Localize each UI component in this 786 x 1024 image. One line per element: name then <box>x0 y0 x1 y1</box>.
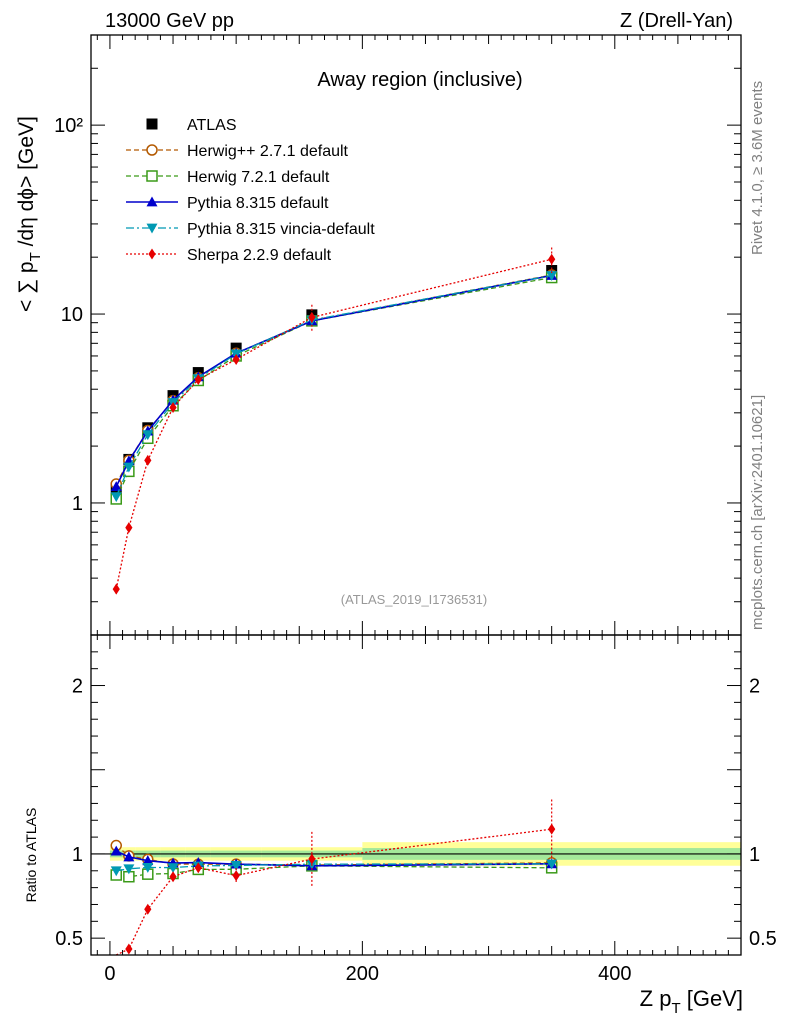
series-line-main <box>115 274 552 497</box>
marker-diamond <box>308 853 316 865</box>
marker-diamond <box>232 870 240 882</box>
y-tick-label: 1 <box>72 493 83 515</box>
x-axis-label: Z pT [GeV] <box>640 986 743 1017</box>
marker-filled-square <box>146 118 158 130</box>
ratio-tick-label-right: 0.5 <box>749 928 777 950</box>
x-tick-label: 0 <box>104 963 115 985</box>
axes-layer: 0 200 400 1 10 10² 0.5 0.5 1 1 2 2 <box>54 34 777 985</box>
marker-triangle-down <box>546 271 558 281</box>
series-0 <box>110 269 558 871</box>
series-line-ratio <box>116 863 552 872</box>
series-line-ratio <box>115 828 552 956</box>
marker-triangle-down <box>110 866 122 877</box>
legend-label: Pythia 8.315 default <box>187 195 329 212</box>
legend-item-1: Herwig 7.2.1 default <box>126 169 330 186</box>
chart-title: Away region (inclusive) <box>317 69 522 91</box>
x-tick-label: 400 <box>598 963 631 985</box>
ratio-y-axis-label: Ratio to ATLAS <box>23 808 39 903</box>
marker-diamond <box>125 943 133 955</box>
series-line-main <box>115 276 552 500</box>
marker-diamond <box>548 823 556 835</box>
marker-diamond <box>169 402 177 414</box>
legend-item-2: Pythia 8.315 default <box>126 195 329 212</box>
marker-triangle-up <box>110 845 122 856</box>
marker-open-square <box>146 170 158 182</box>
marker-triangle-up <box>123 851 135 862</box>
marker-triangle-down <box>123 864 135 875</box>
legend-label: Pythia 8.315 vincia-default <box>187 221 375 238</box>
ratio-tick-label-left: 2 <box>72 676 83 698</box>
marker-triangle-down <box>230 861 242 871</box>
marker-triangle-down <box>146 223 158 234</box>
analysis-id: (ATLAS_2019_I1736531) <box>341 592 487 607</box>
y-tick-label: 10 <box>61 304 83 326</box>
header-right: Z (Drell-Yan) <box>620 10 733 32</box>
marker-diamond <box>112 583 120 595</box>
ratio-tick-label-right: 1 <box>749 844 760 866</box>
series-3 <box>110 271 558 877</box>
marker-triangle-up <box>110 481 122 492</box>
mcplots-label: mcplots.cern.ch [arXiv:2401.10621] <box>749 395 766 630</box>
ratio-tick-label-left: 0.5 <box>55 928 83 950</box>
series-layer <box>110 247 558 956</box>
legend-label: ATLAS <box>187 117 237 134</box>
ratio-tick-label-right: 2 <box>749 676 760 698</box>
legend-label: Herwig 7.2.1 default <box>187 169 330 186</box>
series-line-main <box>115 274 552 485</box>
legend-label: Sherpa 2.2.9 default <box>187 247 332 264</box>
series-2 <box>110 269 558 871</box>
marker-triangle-up <box>142 855 154 866</box>
marker-diamond <box>148 248 156 260</box>
series-line-main <box>115 274 552 487</box>
marker-diamond <box>125 522 133 534</box>
series-1 <box>110 271 558 883</box>
marker-triangle-down <box>142 430 154 441</box>
legend-label: Herwig++ 2.7.1 default <box>187 143 349 160</box>
marker-triangle-down <box>123 462 135 473</box>
marker-triangle-down <box>110 492 122 503</box>
y-axis-label: < ∑ pT /dη dϕ> [GeV] <box>15 116 44 312</box>
marker-diamond <box>194 862 202 874</box>
header-left: 13000 GeV pp <box>105 10 234 32</box>
marker-diamond <box>308 311 316 323</box>
marker-diamond <box>548 253 556 265</box>
marker-diamond <box>144 903 152 915</box>
marker-open-circle <box>146 144 158 156</box>
ratio-tick-label-left: 1 <box>72 844 83 866</box>
legend-item-3: Pythia 8.315 vincia-default <box>126 221 375 238</box>
marker-triangle-down <box>167 863 179 874</box>
x-tick-label: 200 <box>346 963 379 985</box>
marker-diamond <box>194 374 202 386</box>
legend: ATLAS Herwig++ 2.7.1 default Herwig 7.2.1 … <box>126 117 375 264</box>
legend-item-atlas: ATLAS <box>146 117 237 134</box>
marker-diamond <box>144 454 152 466</box>
marker-diamond <box>232 353 240 365</box>
series-line-main <box>115 258 552 590</box>
y-tick-label: 10² <box>54 115 83 137</box>
marker-triangle-down <box>546 859 558 870</box>
rivet-version-label: Rivet 4.1.0, ≥ 3.6M events <box>749 81 766 255</box>
marker-triangle-up <box>146 196 158 207</box>
marker-triangle-down <box>142 863 154 873</box>
ratio-panel-frame <box>90 634 742 956</box>
series-4 <box>112 247 556 956</box>
legend-item-0: Herwig++ 2.7.1 default <box>126 143 349 160</box>
marker-diamond <box>169 871 177 883</box>
legend-item-4: Sherpa 2.2.9 default <box>126 247 332 264</box>
